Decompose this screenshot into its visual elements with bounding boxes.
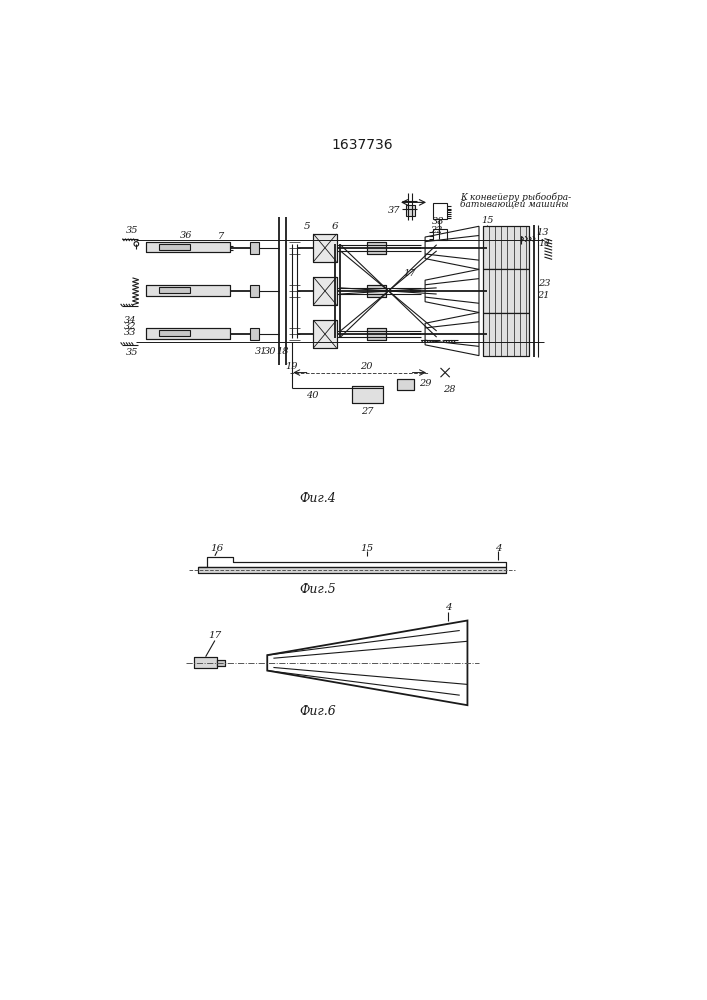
Text: 34: 34 [124, 316, 136, 325]
Bar [313, 320, 337, 348]
Text: 16: 16 [211, 544, 224, 553]
Bar [313, 234, 337, 262]
Bar [368, 242, 386, 254]
Text: 15: 15 [481, 216, 493, 225]
Text: 5: 5 [304, 222, 310, 231]
Text: 7: 7 [218, 232, 224, 241]
Text: 40: 40 [305, 391, 318, 400]
Bar [483, 269, 529, 312]
Text: К конвейеру рыбообра-: К конвейеру рыбообра- [460, 192, 571, 202]
Text: батывающей машины: батывающей машины [460, 200, 568, 209]
Text: 23: 23 [538, 279, 551, 288]
Bar [250, 285, 259, 297]
Bar [146, 328, 230, 339]
Bar [368, 242, 386, 254]
Polygon shape [198, 557, 506, 567]
Bar [146, 242, 230, 252]
Text: Фиг.4: Фиг.4 [299, 492, 336, 505]
Bar [483, 226, 529, 269]
Bar [194, 657, 217, 668]
Text: 33: 33 [124, 328, 136, 337]
Text: 30: 30 [264, 347, 276, 356]
Bar [160, 244, 190, 250]
Bar [313, 277, 337, 305]
Bar [146, 328, 230, 339]
Text: Фиг.6: Фиг.6 [299, 705, 336, 718]
Text: Фиг.5: Фиг.5 [299, 583, 336, 596]
Text: 19: 19 [285, 362, 298, 371]
Text: 15: 15 [361, 544, 374, 553]
Text: 20: 20 [360, 362, 372, 371]
Bar [352, 386, 382, 403]
Text: 38: 38 [432, 217, 445, 226]
Text: 22: 22 [431, 226, 443, 235]
Bar [406, 205, 415, 216]
Text: 13: 13 [537, 228, 549, 237]
Bar [160, 287, 190, 293]
Bar [397, 379, 414, 389]
Bar [146, 285, 230, 296]
Text: 21: 21 [537, 291, 549, 300]
Bar [483, 312, 529, 356]
Text: 35: 35 [127, 348, 139, 357]
Text: 18: 18 [276, 347, 289, 356]
Bar [313, 277, 337, 305]
Text: 6: 6 [332, 222, 339, 231]
Text: 28: 28 [443, 385, 455, 394]
Text: 35: 35 [127, 226, 139, 235]
Bar [198, 567, 506, 573]
Bar [194, 657, 217, 668]
Bar [313, 320, 337, 348]
Text: 32: 32 [124, 322, 136, 331]
Bar [433, 203, 447, 219]
Bar [483, 226, 529, 269]
Text: 17: 17 [209, 631, 221, 640]
Bar [483, 312, 529, 356]
Text: 31: 31 [255, 347, 267, 356]
Text: 37: 37 [388, 206, 401, 215]
Bar [146, 242, 230, 252]
Bar [217, 660, 225, 666]
Text: 1637736: 1637736 [331, 138, 393, 152]
Text: 14: 14 [538, 239, 551, 248]
Text: 27: 27 [361, 407, 373, 416]
Bar [217, 660, 225, 666]
Bar [352, 386, 382, 403]
Text: 17: 17 [404, 269, 416, 278]
Bar [146, 285, 230, 296]
Bar [368, 285, 386, 297]
Bar [368, 328, 386, 340]
Bar [313, 234, 337, 262]
Text: 4: 4 [445, 603, 452, 612]
Bar [433, 229, 447, 240]
Text: 4: 4 [495, 544, 501, 553]
Bar [368, 285, 386, 297]
Bar [250, 242, 259, 254]
Bar [397, 379, 414, 389]
Bar [250, 328, 259, 340]
Bar [368, 328, 386, 340]
Bar [483, 269, 529, 312]
Bar [160, 330, 190, 336]
Bar [198, 567, 506, 573]
Polygon shape [267, 620, 467, 705]
Text: 29: 29 [419, 379, 431, 388]
Text: 36: 36 [180, 231, 192, 240]
